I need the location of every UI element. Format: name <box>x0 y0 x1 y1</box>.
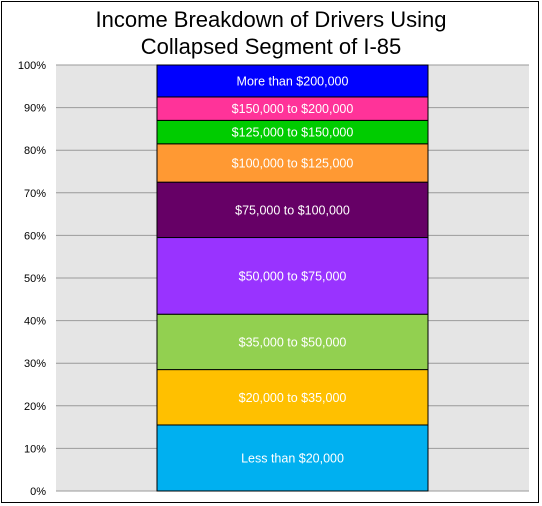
bar-segment <box>156 313 429 371</box>
segment-label: More than $200,000 <box>237 74 349 88</box>
chart-title-line-1: Income Breakdown of Drivers Using <box>96 7 447 32</box>
segment-label: $20,000 to $35,000 <box>239 391 347 405</box>
segment-label: $75,000 to $100,000 <box>235 203 350 217</box>
y-tick-label: 60% <box>24 230 46 242</box>
segment-label: $100,000 to $125,000 <box>232 156 354 170</box>
segment-label: $50,000 to $75,000 <box>239 269 347 283</box>
y-tick-label: 10% <box>24 443 46 455</box>
segment-label: $125,000 to $150,000 <box>232 126 354 140</box>
segment-label: $35,000 to $50,000 <box>239 335 347 349</box>
bar-segment <box>156 237 429 315</box>
segment-label: $150,000 to $200,000 <box>232 102 354 116</box>
y-tick-label: 50% <box>24 273 46 285</box>
stacked-bar <box>156 64 429 492</box>
bar-segment <box>156 143 429 183</box>
y-tick-label: 70% <box>24 188 46 200</box>
bar-segment <box>156 64 429 98</box>
bar-segment <box>156 424 429 492</box>
chart-title-line-2: Collapsed Segment of I-85 <box>141 34 402 59</box>
bar-segment <box>156 369 429 426</box>
y-axis-tick-labels: 0% 10% 20% 30% 40% 50% 60% 70% 80% 90% 100% <box>18 60 46 498</box>
segment-labels: Less than $20,000 $20,000 to $35,000 $35,0… <box>232 74 354 465</box>
y-tick-label: 40% <box>24 316 46 328</box>
y-tick-label: 100% <box>18 60 46 72</box>
bar-segment <box>156 181 429 239</box>
y-tick-label: 80% <box>24 145 46 157</box>
y-tick-label: 90% <box>24 103 46 115</box>
y-tick-label: 20% <box>24 401 46 413</box>
segment-label: Less than $20,000 <box>241 451 344 465</box>
y-tick-label: 0% <box>30 486 46 498</box>
y-tick-label: 30% <box>24 358 46 370</box>
